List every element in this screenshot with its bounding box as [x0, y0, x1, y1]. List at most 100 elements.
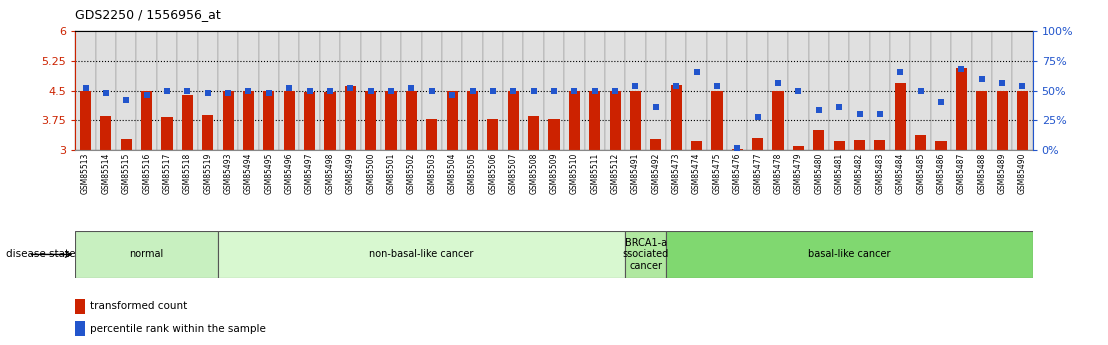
FancyBboxPatch shape — [462, 31, 483, 150]
Bar — [833, 141, 844, 150]
FancyBboxPatch shape — [218, 31, 238, 150]
FancyBboxPatch shape — [911, 31, 931, 150]
Text: normal: normal — [130, 249, 164, 259]
Text: non-basal-like cancer: non-basal-like cancer — [369, 249, 474, 259]
FancyBboxPatch shape — [442, 31, 462, 150]
Bar — [202, 115, 214, 150]
FancyBboxPatch shape — [157, 31, 177, 150]
FancyBboxPatch shape — [727, 31, 748, 150]
Point — [627, 83, 645, 89]
Bar — [568, 91, 579, 150]
FancyBboxPatch shape — [75, 31, 95, 150]
FancyBboxPatch shape — [625, 231, 666, 278]
Point — [504, 88, 522, 93]
Point — [1014, 83, 1032, 89]
Text: disease state: disease state — [6, 249, 75, 259]
Bar — [141, 91, 152, 150]
Point — [443, 92, 461, 98]
FancyBboxPatch shape — [75, 231, 218, 278]
FancyBboxPatch shape — [605, 31, 625, 150]
Point — [769, 81, 787, 86]
FancyBboxPatch shape — [360, 31, 381, 150]
Bar — [915, 135, 926, 150]
FancyBboxPatch shape — [850, 31, 870, 150]
Bar — [529, 116, 540, 150]
Point — [321, 88, 339, 93]
FancyBboxPatch shape — [788, 31, 809, 150]
FancyBboxPatch shape — [666, 31, 686, 150]
Point — [382, 88, 400, 93]
FancyBboxPatch shape — [279, 31, 299, 150]
Bar — [609, 91, 620, 150]
Bar — [406, 91, 417, 150]
Bar — [325, 92, 336, 150]
Point — [892, 69, 910, 74]
Bar — [874, 140, 885, 150]
FancyBboxPatch shape — [951, 31, 972, 150]
FancyBboxPatch shape — [116, 31, 136, 150]
Point — [219, 90, 237, 96]
Bar — [365, 91, 377, 150]
Bar — [793, 146, 804, 150]
FancyBboxPatch shape — [809, 31, 829, 150]
Bar — [956, 68, 967, 150]
Point — [830, 105, 848, 110]
FancyBboxPatch shape — [544, 31, 564, 150]
Bar — [75, 321, 85, 336]
Text: transformed count: transformed count — [90, 301, 187, 311]
FancyBboxPatch shape — [320, 31, 340, 150]
Point — [402, 86, 420, 91]
FancyBboxPatch shape — [748, 31, 768, 150]
Bar — [121, 139, 132, 150]
FancyBboxPatch shape — [523, 31, 544, 150]
FancyBboxPatch shape — [503, 31, 523, 150]
Bar — [466, 91, 479, 150]
Point — [728, 145, 746, 150]
Point — [137, 92, 155, 98]
Bar — [264, 91, 275, 150]
Text: GDS2250 / 1556956_at: GDS2250 / 1556956_at — [75, 9, 222, 21]
Bar — [691, 140, 702, 150]
FancyBboxPatch shape — [422, 31, 442, 150]
Bar — [284, 91, 295, 150]
Point — [117, 97, 135, 103]
Bar — [813, 130, 824, 150]
Bar — [772, 91, 783, 150]
Point — [341, 86, 359, 91]
Bar — [894, 83, 906, 150]
Point — [260, 90, 278, 96]
Bar — [629, 91, 642, 150]
Bar — [223, 91, 234, 150]
FancyBboxPatch shape — [258, 31, 279, 150]
Point — [851, 112, 869, 117]
FancyBboxPatch shape — [1013, 31, 1033, 150]
Bar — [670, 85, 681, 150]
Bar — [75, 299, 85, 314]
FancyBboxPatch shape — [218, 231, 625, 278]
Bar — [447, 91, 458, 150]
FancyBboxPatch shape — [483, 31, 503, 150]
Bar — [507, 91, 519, 150]
Point — [300, 88, 318, 93]
Bar — [854, 140, 865, 150]
Point — [749, 114, 767, 119]
FancyBboxPatch shape — [585, 31, 605, 150]
FancyBboxPatch shape — [870, 31, 890, 150]
Point — [932, 100, 950, 105]
Bar — [162, 117, 173, 150]
Point — [76, 86, 94, 91]
Point — [790, 88, 808, 93]
FancyBboxPatch shape — [646, 31, 666, 150]
Bar — [1017, 91, 1028, 150]
Point — [484, 88, 502, 93]
Point — [158, 88, 176, 93]
Point — [667, 83, 685, 89]
FancyBboxPatch shape — [768, 31, 788, 150]
Point — [688, 69, 706, 74]
FancyBboxPatch shape — [95, 31, 116, 150]
FancyBboxPatch shape — [564, 31, 585, 150]
Point — [708, 83, 726, 89]
FancyBboxPatch shape — [136, 31, 157, 150]
Bar — [80, 91, 91, 150]
Point — [606, 88, 624, 93]
